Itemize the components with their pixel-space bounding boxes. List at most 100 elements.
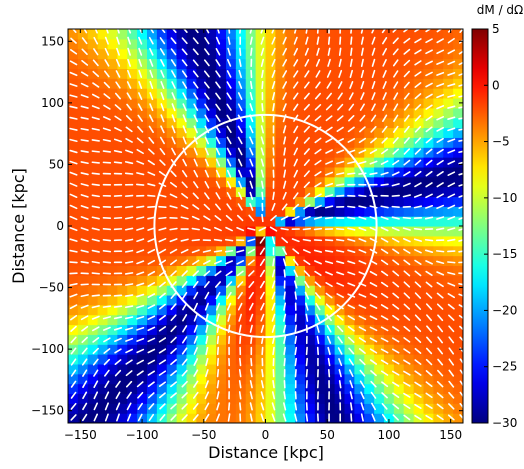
velocity-vector — [192, 204, 200, 210]
heatmap-cell — [166, 373, 178, 385]
heatmap-cell — [107, 216, 118, 227]
heatmap-cell — [393, 48, 405, 60]
heatmap-cell — [196, 245, 207, 257]
heatmap-cell — [295, 393, 306, 404]
velocity-vector — [169, 205, 178, 209]
heatmap-cell — [393, 29, 405, 40]
heatmap-cell — [226, 363, 237, 375]
heatmap-cell — [453, 265, 463, 276]
heatmap-cell — [166, 97, 178, 109]
velocity-vector — [360, 413, 364, 422]
heatmap-cell — [137, 186, 148, 198]
velocity-vector — [124, 161, 134, 165]
heatmap-cell — [443, 29, 454, 40]
heatmap-cell — [334, 285, 346, 296]
velocity-vector — [425, 170, 433, 177]
heatmap-cell — [137, 226, 148, 237]
heatmap-cell — [255, 294, 267, 306]
velocity-vector — [114, 104, 122, 111]
velocity-vector — [192, 259, 200, 265]
heatmap-cell — [364, 275, 375, 286]
velocity-vector — [338, 358, 343, 367]
heatmap-cell — [285, 324, 296, 335]
velocity-vector — [92, 347, 99, 355]
velocity-vector — [359, 126, 366, 133]
velocity-vector — [259, 280, 265, 289]
heatmap-cell — [87, 354, 99, 365]
heatmap-cell — [196, 285, 207, 296]
heatmap-cell — [186, 383, 197, 395]
heatmap-cell — [354, 29, 365, 40]
velocity-vector — [325, 260, 334, 265]
velocity-vector — [293, 103, 299, 111]
velocity-vector — [182, 158, 188, 167]
velocity-vector — [280, 215, 289, 221]
velocity-vector — [80, 304, 89, 309]
velocity-vector — [325, 115, 333, 122]
velocity-vector — [214, 215, 222, 221]
heatmap-cell — [384, 88, 395, 99]
heatmap-cell — [77, 88, 89, 99]
velocity-vector — [348, 103, 355, 111]
velocity-vector — [402, 182, 411, 187]
velocity-vector — [181, 291, 188, 300]
heatmap-cell — [117, 255, 128, 266]
heatmap-cell — [87, 255, 99, 266]
heatmap-cell — [413, 88, 425, 99]
colorbar-title: dM / dΩ — [477, 3, 523, 17]
velocity-vector — [214, 270, 222, 277]
velocity-vector — [69, 314, 78, 321]
heatmap-cell — [305, 137, 316, 148]
velocity-vector — [436, 260, 445, 265]
velocity-vector — [261, 80, 264, 90]
velocity-vector — [182, 125, 187, 134]
velocity-vector — [216, 346, 220, 356]
velocity-vector — [102, 238, 112, 242]
velocity-vector — [204, 391, 210, 400]
velocity-vector — [391, 183, 400, 187]
heatmap-cell — [433, 176, 444, 188]
velocity-vector — [392, 125, 399, 133]
velocity-vector — [215, 291, 221, 300]
velocity-vector — [260, 58, 265, 67]
velocity-vector — [414, 314, 422, 322]
velocity-vector — [91, 172, 100, 175]
heatmap-cell — [314, 137, 326, 148]
heatmap-cell — [226, 157, 237, 168]
heatmap-cell — [166, 127, 178, 138]
velocity-vector — [205, 346, 209, 356]
heatmap-cell — [68, 29, 79, 40]
velocity-vector — [283, 357, 286, 367]
velocity-vector — [392, 29, 398, 33]
heatmap-cell — [77, 304, 89, 316]
heatmap-cell — [117, 88, 128, 99]
heatmap-cell — [265, 78, 276, 89]
heatmap-cell — [127, 157, 138, 168]
heatmap-cell — [285, 186, 296, 198]
heatmap-cell — [275, 383, 286, 395]
heatmap-cell — [137, 304, 148, 316]
velocity-vector — [447, 160, 456, 165]
velocity-vector — [204, 413, 210, 422]
heatmap-cell — [68, 97, 79, 109]
heatmap-cell — [226, 334, 237, 345]
velocity-vector — [414, 137, 422, 144]
heatmap-cell — [324, 383, 336, 395]
velocity-vector — [91, 272, 100, 275]
heatmap-cell — [147, 314, 158, 326]
heatmap-cell — [324, 176, 336, 188]
heatmap-cell — [117, 206, 128, 217]
velocity-vector — [181, 37, 188, 45]
velocity-vector — [381, 392, 388, 399]
velocity-vector — [458, 61, 463, 66]
heatmap-cell — [196, 78, 207, 89]
heatmap-cell — [453, 275, 463, 286]
heatmap-cell — [344, 206, 355, 217]
heatmap-cell — [196, 265, 207, 276]
heatmap-cell — [403, 354, 415, 365]
heatmap-cell — [87, 58, 99, 69]
heatmap-cell — [127, 29, 138, 40]
heatmap-cell — [216, 88, 227, 99]
velocity-vector — [249, 391, 253, 400]
velocity-vector — [371, 58, 376, 67]
